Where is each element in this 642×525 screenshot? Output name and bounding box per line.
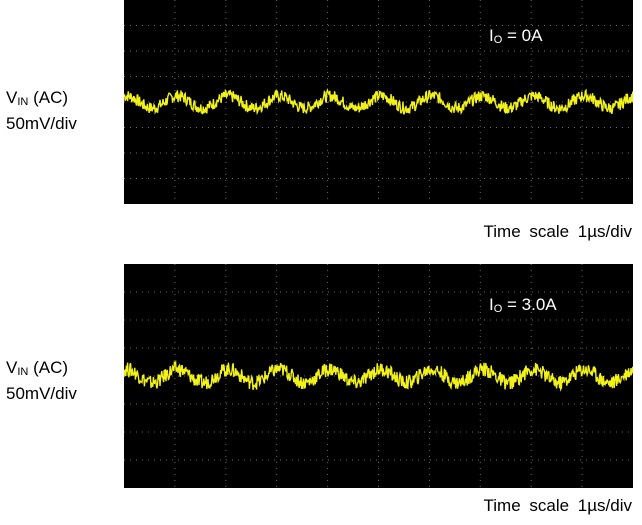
output-current-label-top: IO = 0A — [489, 26, 543, 46]
trace-line-bottom — [124, 360, 633, 392]
oscilloscope-screen-top: IO = 0A — [124, 0, 633, 204]
time-scale-label-bottom: Time scale 1µs/div — [483, 496, 632, 515]
y-scale-top: 50mV/div — [6, 114, 77, 133]
y-scale-bottom: 50mV/div — [6, 384, 77, 403]
time-scale-label-top: Time scale 1µs/div — [483, 222, 632, 241]
trace-line-top — [124, 88, 633, 116]
output-current-label-bottom: IO = 3.0A — [489, 295, 557, 315]
y-axis-label-top: VIN (AC) 50mV/div — [6, 88, 77, 133]
y-axis-label-bottom: VIN (AC) 50mV/div — [6, 358, 77, 403]
waveform-plot-top — [124, 0, 633, 204]
oscilloscope-screen-bottom: IO = 3.0A — [124, 264, 633, 488]
waveform-plot-bottom — [124, 264, 633, 488]
